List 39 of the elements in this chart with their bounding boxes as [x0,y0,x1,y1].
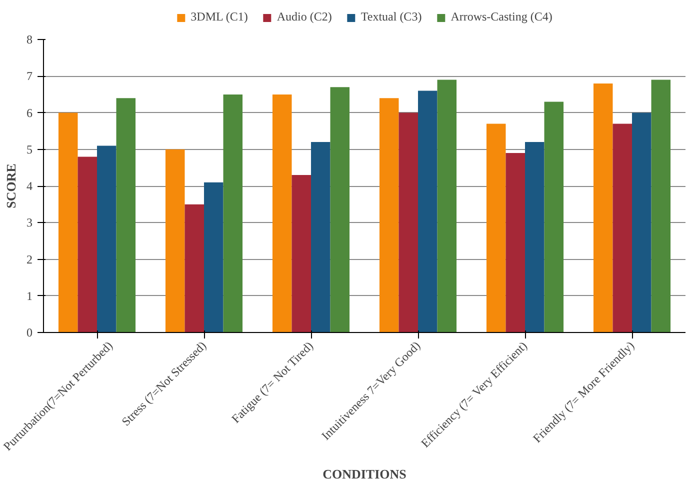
y-tick-label: 7 [26,69,32,84]
bar [506,153,525,332]
bar [97,146,116,332]
x-axis-title: CONDITIONS [322,466,406,482]
bar [486,124,506,332]
bar [58,112,78,332]
bar [398,112,418,332]
y-tick-label: 6 [26,106,32,120]
bar [223,94,243,332]
bar [311,142,330,332]
y-tick-label: 1 [26,288,32,303]
y-tick-label: 4 [26,179,32,193]
legend-label: 3DML (C1) [190,10,248,24]
bar [330,87,350,332]
legend-label: Arrows-Casting (C4) [450,10,552,24]
y-tick-label: 5 [26,142,32,156]
y-tick-label: 0 [26,326,32,340]
bar [292,175,311,332]
bar [379,98,399,332]
y-axis-title: SCORE [4,164,18,208]
y-tick-label: 2 [26,252,32,266]
legend-label: Audio (C2) [276,10,332,24]
bar [165,149,185,332]
bar [632,112,652,332]
bar [544,102,564,332]
bar [437,80,457,332]
bar [418,90,438,332]
bar [204,182,224,332]
bar [593,83,613,332]
bar [272,94,292,332]
bar [78,156,97,332]
y-tick-label: 8 [26,32,32,46]
bar [525,142,544,332]
bar [612,124,632,332]
y-tick-label: 3 [26,216,32,230]
bar [116,98,136,332]
bar [184,204,204,332]
bar [651,80,671,332]
legend-label: Textual (C3) [360,10,422,24]
